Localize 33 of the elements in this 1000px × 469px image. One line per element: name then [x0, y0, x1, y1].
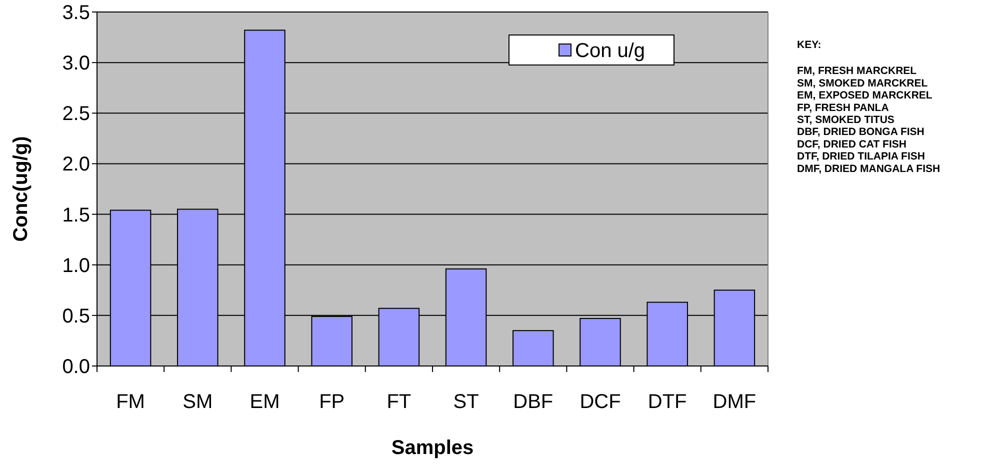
legend-label: Con u/g: [575, 40, 646, 62]
x-tick-label: DBF: [513, 391, 554, 413]
x-tick-label: DMF: [712, 391, 756, 413]
y-tick-label: 1.0: [62, 254, 90, 277]
text: ST, SMOKED TITUS: [797, 114, 894, 126]
x-tick-label: DCF: [580, 391, 621, 413]
text: EM, EXPOSED MARCKREL: [797, 90, 933, 102]
x-tick-label: DTF: [648, 391, 687, 413]
x-tick-label: FP: [319, 391, 345, 413]
text: DBF, DRIED BONGA FISH: [797, 126, 924, 138]
bar: [512, 330, 554, 366]
bar: [580, 318, 621, 366]
y-tick-label: 0.0: [62, 356, 90, 378]
text: SM, SMOKED MARCKREL: [797, 77, 928, 90]
x-axis-title: Samples: [391, 437, 474, 459]
x-tick-label: SM: [182, 391, 213, 413]
text: DTF, DRIED TILAPIA FISH: [797, 150, 925, 163]
text: FP, FRESH PANLA: [797, 102, 890, 114]
y-tick-label: 0.5: [62, 305, 90, 328]
x-tick-label: FT: [386, 391, 412, 413]
text: DMF, DRIED MANGALA FISH: [797, 162, 940, 175]
y-tick-label: 3.5: [62, 2, 90, 24]
x-tick-label: EM: [250, 391, 280, 413]
x-tick-label: ST: [453, 391, 479, 413]
y-tick-label: 3.0: [62, 52, 90, 75]
y-tick-label: 2.5: [62, 103, 90, 126]
y-axis-title: Conc(ug/g): [10, 136, 32, 242]
y-tick-label: 2.0: [62, 154, 90, 176]
text: KEY:: [797, 39, 822, 51]
text: DCF, DRIED CAT FISH: [797, 138, 906, 150]
y-tick-label: 1.5: [62, 204, 90, 226]
x-tick-label: FM: [116, 391, 145, 413]
text: FM, FRESH MARCKREL: [797, 65, 918, 78]
